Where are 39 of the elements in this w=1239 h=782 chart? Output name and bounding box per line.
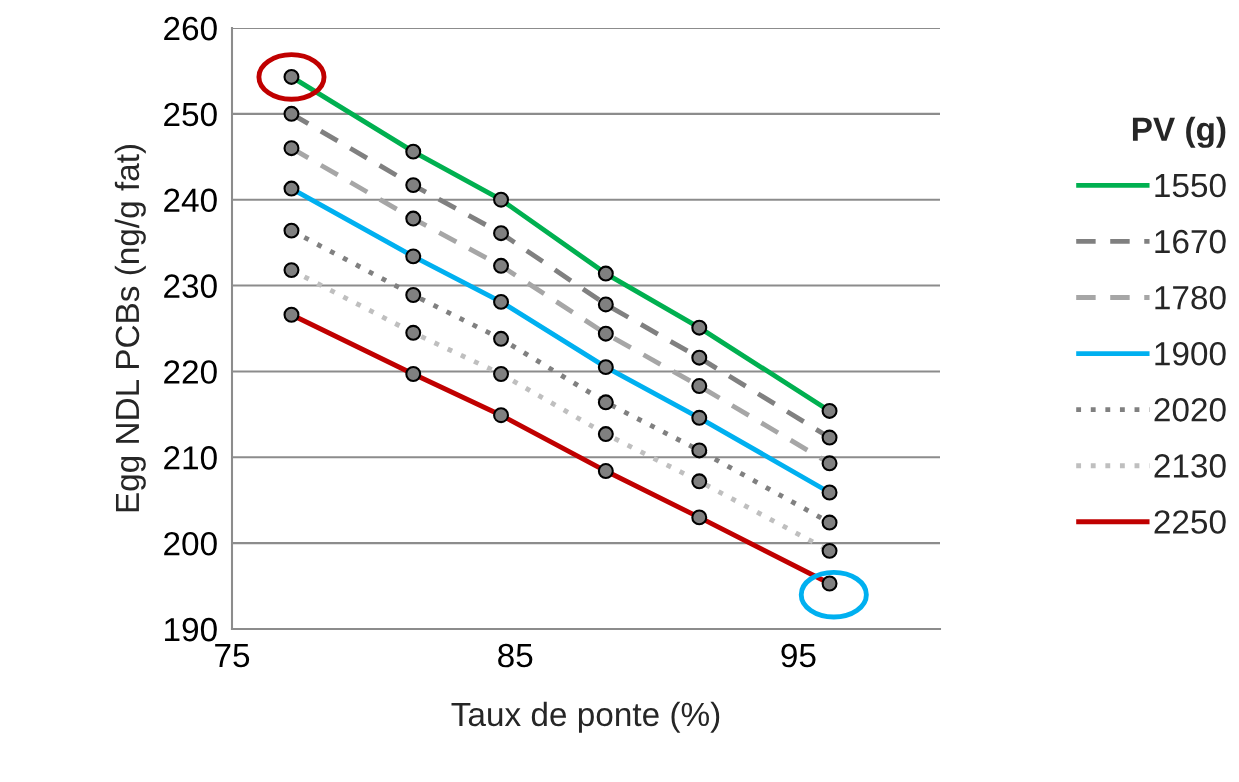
x-axis-title: Taux de ponte (%) — [451, 701, 720, 733]
legend-label: 2020 — [1154, 398, 1226, 422]
y-tick-label: 230 — [164, 274, 217, 298]
y-tick-label: 220 — [164, 360, 217, 384]
point — [691, 442, 708, 459]
legend-label: 1550 — [1155, 173, 1226, 198]
point — [493, 257, 510, 274]
x-tick-label: 75 — [215, 644, 250, 668]
point — [493, 330, 510, 347]
y-tick-label: 260 — [164, 16, 217, 41]
y-tick-label: 210 — [164, 446, 217, 470]
point — [821, 429, 838, 446]
y-axis-title: Egg NDL PCBs (ng/g fat) — [114, 145, 146, 512]
point — [283, 105, 300, 122]
point — [405, 287, 422, 303]
point — [691, 349, 708, 366]
point — [597, 325, 614, 342]
legend-label: 1780 — [1155, 285, 1226, 310]
point — [405, 210, 422, 227]
y-tick-label: 240 — [164, 188, 217, 213]
x-tick-label: 85 — [498, 643, 533, 668]
point — [405, 177, 422, 194]
y-tick-label: 250 — [164, 102, 217, 127]
point — [283, 222, 300, 239]
legend-label: 1900 — [1155, 341, 1226, 366]
legend-label: 1670 — [1155, 229, 1226, 254]
legend-title: PV (g) — [1132, 116, 1226, 148]
point — [821, 455, 838, 472]
y-tick-label: 190 — [165, 617, 217, 642]
legend-label: 2130 — [1154, 454, 1226, 478]
point — [691, 378, 708, 395]
point — [283, 140, 300, 157]
point — [597, 296, 614, 313]
point — [821, 514, 838, 531]
legend-label: 2250 — [1154, 510, 1226, 534]
point — [493, 225, 510, 242]
point — [597, 394, 614, 411]
y-tick-label: 200 — [164, 531, 217, 556]
x-tick-label: 95 — [781, 643, 816, 668]
